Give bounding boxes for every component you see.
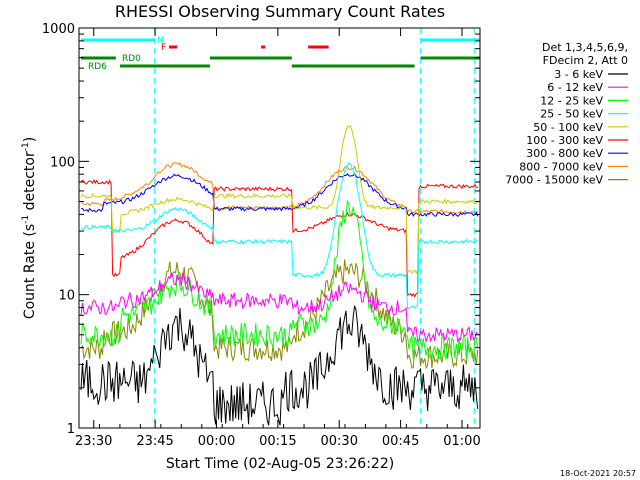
legend-entry-label: 12 - 25 keV: [540, 94, 603, 107]
x-axis-label: Start Time (02-Aug-05 23:26:22): [166, 456, 394, 472]
legend-entry-label: 50 - 100 keV: [533, 121, 603, 134]
y-axis-ticks: 1 10 100 1000: [42, 22, 480, 437]
y-tick-label: 10: [58, 289, 75, 304]
flag-label-n: N: [157, 36, 164, 46]
legend-entry-label: 800 - 7000 keV: [519, 160, 603, 173]
series-line-25-50-keV: [80, 162, 478, 310]
legend-entry-label: 100 - 300 keV: [526, 134, 603, 147]
legend: Det 1,3,4,5,6,9,FDecim 2, Att 03 - 6 keV…: [505, 41, 628, 187]
legend-entry-label: 3 - 6 keV: [554, 68, 603, 81]
x-tick-label: 00:15: [259, 434, 296, 449]
generation-timestamp: 18-Oct-2021 20:57: [560, 469, 636, 478]
chart-title: RHESSI Observing Summary Count Rates: [115, 2, 445, 21]
plot-frame: [78, 27, 481, 429]
x-tick-label: 00:00: [198, 434, 235, 449]
series-line-6-12-keV: [80, 271, 479, 343]
legend-entry-label: 300 - 800 keV: [526, 147, 603, 160]
x-tick-label: 01:00: [443, 434, 480, 449]
series-line-100-300-keV: [80, 178, 478, 298]
x-tick-label: 00:45: [382, 434, 419, 449]
legend-header-line: FDecim 2, Att 0: [543, 54, 628, 67]
y-tick-label: 1000: [42, 22, 75, 37]
y-tick-label: 100: [50, 155, 75, 170]
x-tick-label: 23:30: [75, 434, 112, 449]
y-axis-label: Count Rate (s-1 detector-1): [21, 137, 38, 319]
x-tick-label: 00:30: [321, 434, 358, 449]
series-line-3-6-keV: [80, 305, 479, 426]
x-axis-ticks: 23:30 23:45 00:00 00:15 00:30 00:45 01:00: [75, 28, 481, 449]
legend-entry-label: 6 - 12 keV: [547, 81, 603, 94]
y-tick-label: 1: [67, 422, 75, 437]
flag-label-f: F: [161, 43, 166, 53]
legend-entry-label: 25 - 50 keV: [540, 108, 603, 121]
series-line-12-25-keV: [80, 200, 479, 361]
x-tick-label: 23:45: [136, 434, 173, 449]
series-lines: [80, 125, 479, 426]
series-line-300-800-keV: [80, 172, 479, 218]
legend-entry-label: 7000 - 15000 keV: [505, 174, 603, 187]
flag-label-rd6: RD6: [88, 62, 107, 72]
flag-bars: NF RD0 RD6: [81, 36, 480, 72]
legend-header-line: Det 1,3,4,5,6,9,: [542, 41, 628, 54]
series-line-50-100-keV: [80, 125, 479, 275]
flag-label-rd0: RD0: [122, 54, 141, 64]
